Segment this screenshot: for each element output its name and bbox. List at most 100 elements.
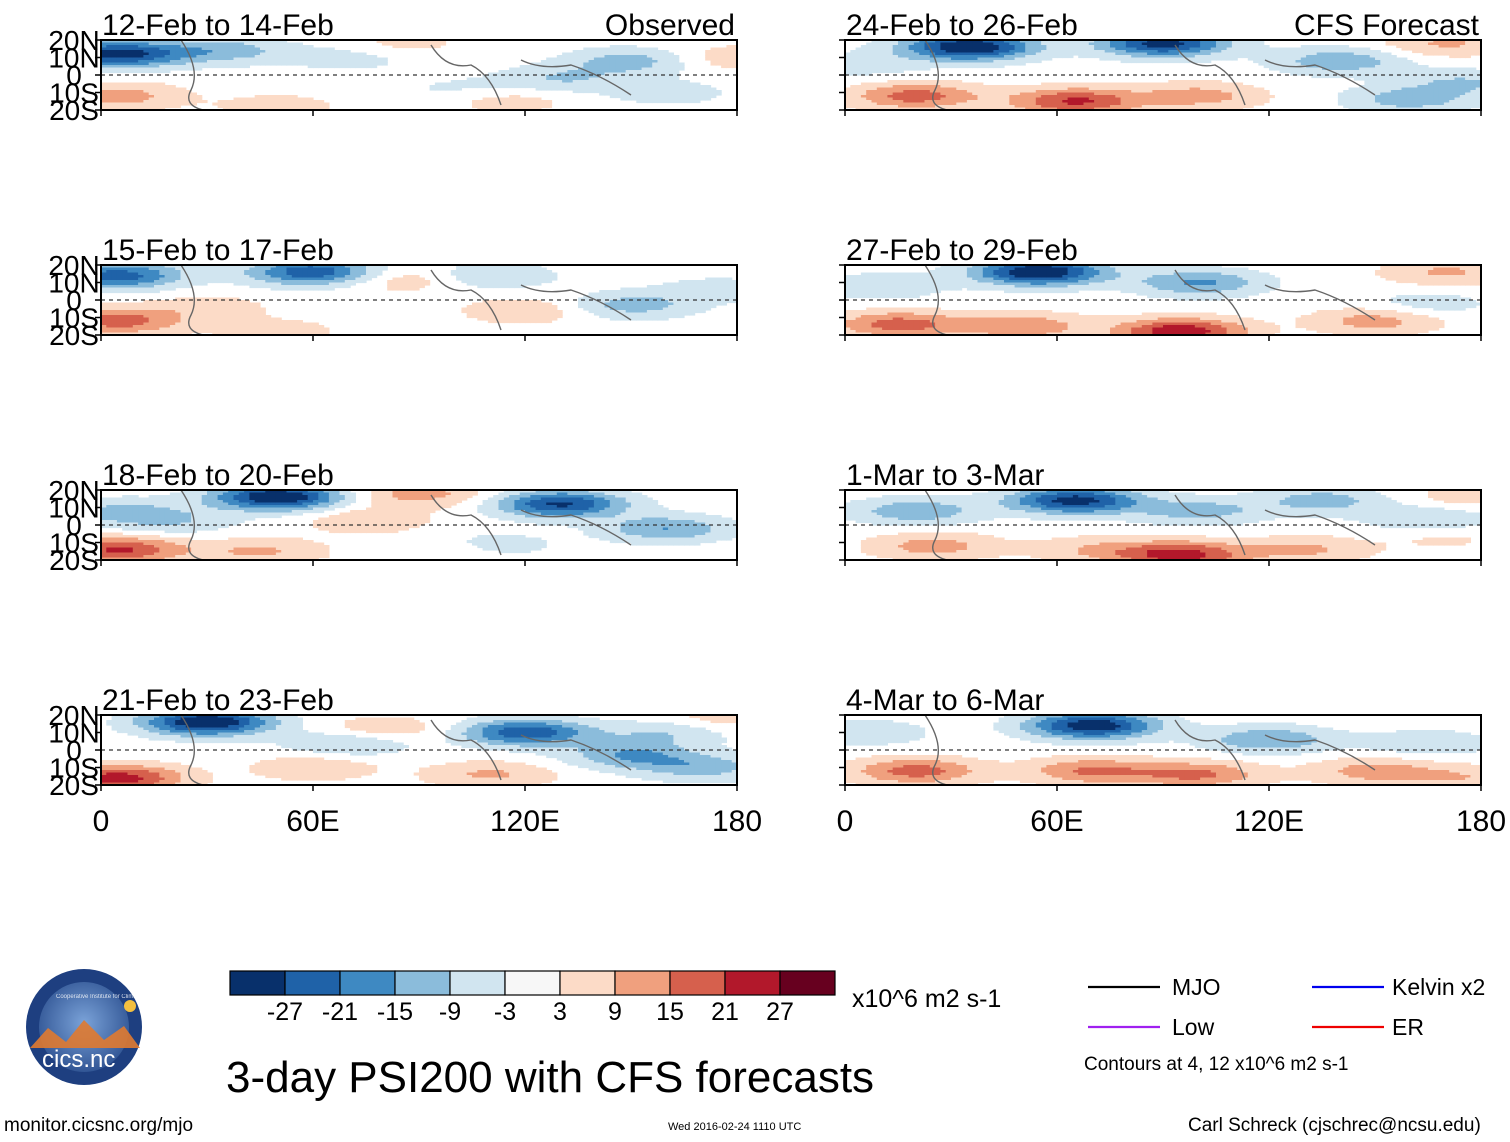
field-cell — [652, 75, 659, 79]
field-cell — [503, 312, 510, 316]
field-cell — [535, 320, 542, 324]
field-cell — [509, 95, 515, 99]
field-cell — [270, 330, 277, 334]
field-cell — [662, 315, 669, 319]
field-cell — [530, 97, 537, 101]
field-cell — [498, 70, 505, 74]
field-cell — [169, 305, 176, 309]
field-cell — [487, 312, 494, 316]
field-cell — [366, 530, 372, 534]
field-cell — [207, 327, 213, 331]
field-cell — [323, 275, 330, 279]
field-cell — [275, 320, 282, 324]
field-cell — [646, 312, 653, 316]
field-cell — [646, 85, 653, 89]
field-cell — [233, 47, 240, 51]
field-cell — [265, 97, 272, 101]
field-cell — [122, 495, 129, 499]
field-cell — [212, 305, 219, 309]
field-cell — [678, 297, 685, 301]
field-cell — [350, 265, 356, 269]
field-cell — [328, 282, 335, 286]
field-cell — [180, 60, 187, 64]
field-cell — [249, 50, 256, 54]
field-cell — [249, 40, 256, 44]
field-cell — [323, 270, 330, 274]
field-cell — [154, 52, 160, 56]
field-cell — [270, 60, 277, 64]
field-cell — [154, 45, 160, 49]
field-cell — [503, 315, 510, 319]
field-cell — [397, 527, 404, 531]
field-cell — [355, 270, 362, 274]
field-cell — [710, 95, 717, 99]
field-cell — [578, 85, 584, 89]
field-cell — [307, 102, 314, 106]
field-cell — [217, 105, 224, 109]
field-cell — [233, 105, 240, 109]
field-cell — [191, 282, 197, 286]
field-cell — [127, 55, 134, 59]
field-cell — [132, 97, 139, 101]
field-cell — [249, 275, 256, 279]
field-cell — [646, 100, 653, 104]
field-cell — [260, 322, 266, 326]
field-cell — [101, 102, 107, 106]
field-cell — [482, 270, 489, 274]
field-cell — [694, 95, 701, 99]
field-cell — [371, 60, 378, 64]
field-cell — [413, 280, 420, 284]
field-cell — [318, 280, 325, 284]
field-cell — [631, 70, 637, 74]
field-cell — [101, 90, 107, 94]
field-cell — [127, 327, 134, 331]
field-cell — [265, 515, 272, 519]
field-cell — [222, 60, 229, 64]
field-cell — [297, 275, 303, 279]
field-cell — [180, 285, 187, 289]
field-cell — [297, 62, 303, 66]
field-cell — [180, 100, 187, 104]
field-cell — [578, 90, 584, 94]
field-cell — [668, 62, 674, 66]
field-cell — [207, 265, 213, 269]
field-cell — [344, 52, 351, 56]
field-cell — [297, 280, 303, 284]
field-cell — [567, 490, 574, 494]
field-cell — [366, 265, 372, 269]
field-cell — [318, 282, 325, 286]
field-cell — [546, 62, 553, 66]
field-cell — [265, 57, 272, 61]
field-cell — [424, 280, 431, 284]
field-cell — [313, 285, 319, 289]
field-cell — [244, 495, 250, 499]
field-cell — [297, 60, 303, 64]
field-cell — [694, 297, 701, 301]
field-cell — [313, 62, 319, 66]
field-cell — [381, 42, 388, 46]
field-cell — [207, 52, 213, 56]
field-cell — [583, 77, 590, 81]
field-cell — [159, 267, 166, 271]
field-cell — [519, 277, 526, 281]
field-cell — [604, 90, 611, 94]
field-cell — [572, 50, 579, 54]
field-cell — [275, 327, 282, 331]
field-cell — [440, 82, 447, 86]
field-cell — [662, 75, 669, 79]
field-cell — [366, 270, 372, 274]
field-cell — [238, 62, 245, 66]
field-cell — [132, 47, 139, 51]
field-cell — [323, 495, 330, 499]
field-cell — [164, 57, 171, 61]
field-cell — [169, 102, 176, 106]
field-cell — [116, 312, 123, 316]
field-cell — [101, 85, 107, 89]
field-cell — [111, 92, 118, 96]
field-cell — [556, 55, 563, 59]
field-cell — [244, 322, 250, 326]
field-cell — [143, 55, 150, 59]
field-cell — [334, 505, 341, 509]
field-cell — [540, 70, 547, 74]
field-cell — [323, 57, 330, 61]
